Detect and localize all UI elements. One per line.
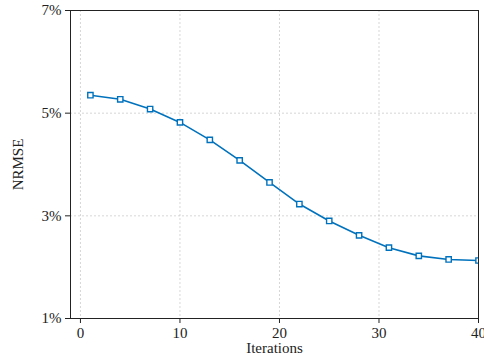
- svg-text:3%: 3%: [42, 208, 62, 224]
- svg-text:0: 0: [77, 325, 85, 341]
- svg-text:40: 40: [471, 325, 484, 341]
- svg-text:NRMSE: NRMSE: [10, 139, 26, 191]
- svg-text:1%: 1%: [42, 310, 62, 326]
- svg-text:20: 20: [272, 325, 287, 342]
- svg-text:30: 30: [371, 325, 386, 341]
- svg-text:5%: 5%: [42, 105, 62, 121]
- svg-text:7%: 7%: [42, 2, 62, 18]
- svg-text:Iterations: Iterations: [246, 340, 303, 354]
- svg-text:10: 10: [172, 325, 187, 341]
